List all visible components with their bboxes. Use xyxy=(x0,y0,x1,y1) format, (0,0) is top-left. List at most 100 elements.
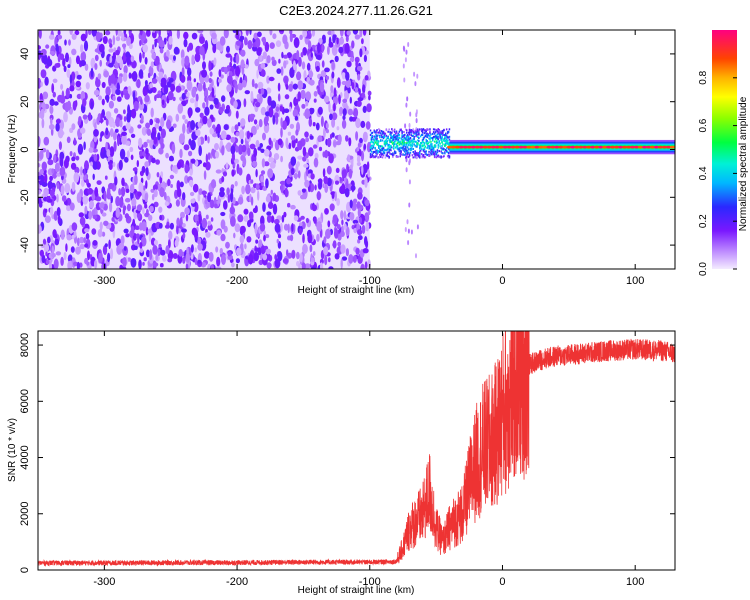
noise-cell xyxy=(360,120,366,128)
band-cell xyxy=(419,156,421,159)
band-cell xyxy=(386,140,388,143)
band-cell xyxy=(377,140,379,143)
noise-cell xyxy=(273,218,280,225)
band-cell xyxy=(442,155,444,158)
band-cell xyxy=(381,136,384,139)
noise-cell xyxy=(99,221,103,231)
noise-cell xyxy=(254,83,258,89)
noise-cell xyxy=(125,233,130,238)
band-cell xyxy=(377,141,379,144)
noise-cell xyxy=(255,37,261,48)
band-cell xyxy=(433,156,436,159)
noise-cell xyxy=(123,116,127,122)
noise-cell xyxy=(189,165,194,176)
noise-cell xyxy=(331,61,336,71)
band-cell xyxy=(438,133,440,136)
band-cell xyxy=(440,139,442,142)
band-cell xyxy=(411,135,414,137)
noise-cell xyxy=(265,234,270,239)
noise-cell xyxy=(295,129,299,136)
noise-cell xyxy=(79,243,85,250)
noise-cell xyxy=(335,180,339,185)
band-cell xyxy=(379,148,381,151)
noise-cell xyxy=(316,233,320,242)
noise-cell xyxy=(279,180,286,185)
band-cell xyxy=(406,139,408,142)
noise-cell xyxy=(341,219,344,226)
band-cell xyxy=(401,136,403,138)
noise-cell xyxy=(220,233,226,242)
noise-cell xyxy=(328,102,331,113)
noise-cell xyxy=(158,243,162,248)
noise-cell xyxy=(135,233,140,239)
band-cell xyxy=(422,149,425,152)
noise-cell xyxy=(51,253,56,258)
band-cell xyxy=(434,135,437,138)
noise-cell xyxy=(210,217,214,222)
band-cell xyxy=(385,138,388,141)
noise-cell xyxy=(222,171,228,177)
band-cell xyxy=(369,156,372,159)
noise-cell xyxy=(273,153,280,160)
noise-cell xyxy=(201,217,208,229)
noise-cell xyxy=(148,214,153,222)
band-cell xyxy=(401,132,403,135)
noise-cell xyxy=(323,95,330,103)
noise-cell xyxy=(56,207,61,217)
noise-cell xyxy=(314,184,317,191)
noise-cell xyxy=(347,86,351,94)
noise-cell xyxy=(338,94,341,105)
noise-cell xyxy=(319,81,325,93)
band-cell xyxy=(444,139,446,142)
band-cell xyxy=(439,132,441,135)
noise-cell xyxy=(359,217,362,224)
band-cell xyxy=(389,145,391,148)
noise-cell xyxy=(147,72,151,78)
noise-cell xyxy=(232,30,237,33)
band-cell xyxy=(402,140,404,143)
noise-cell xyxy=(153,189,158,198)
band-cell xyxy=(390,140,392,143)
noise-cell xyxy=(64,183,71,194)
peak-cell xyxy=(542,145,548,149)
band-cell xyxy=(385,154,388,157)
noise-cell xyxy=(250,186,256,194)
band-cell xyxy=(445,128,448,131)
noise-cell xyxy=(121,90,124,98)
noise-cell xyxy=(294,115,299,121)
noise-cell xyxy=(82,98,87,107)
band-cell xyxy=(414,156,416,159)
noise-cell xyxy=(291,223,294,232)
noise-cell xyxy=(266,214,272,223)
band-cell xyxy=(382,151,385,154)
band-cell xyxy=(369,129,372,132)
noise-cell xyxy=(242,156,247,167)
band-cell xyxy=(386,142,388,145)
band-cell xyxy=(393,150,396,153)
noise-cell xyxy=(92,214,98,220)
band-cell xyxy=(437,138,440,141)
noise-cell xyxy=(88,210,93,220)
noise-cell xyxy=(122,43,127,48)
band-cell xyxy=(442,147,444,150)
noise-cell xyxy=(274,223,281,233)
noise-cell xyxy=(208,60,212,72)
noise-cell xyxy=(295,251,300,260)
band-cell xyxy=(382,154,385,157)
band-cell xyxy=(419,155,421,157)
noise-cell xyxy=(409,111,412,117)
band-cell xyxy=(419,145,422,148)
band-cell xyxy=(395,135,398,138)
noise-cell xyxy=(154,123,160,129)
band-cell xyxy=(371,155,374,158)
noise-cell xyxy=(177,103,184,114)
noise-cell xyxy=(322,168,326,178)
band-cell xyxy=(439,156,441,159)
band-cell xyxy=(374,150,376,153)
noise-cell xyxy=(282,258,289,264)
band-cell xyxy=(408,129,411,131)
noise-cell xyxy=(254,223,258,235)
noise-cell xyxy=(197,82,203,92)
noise-cell xyxy=(235,145,239,153)
